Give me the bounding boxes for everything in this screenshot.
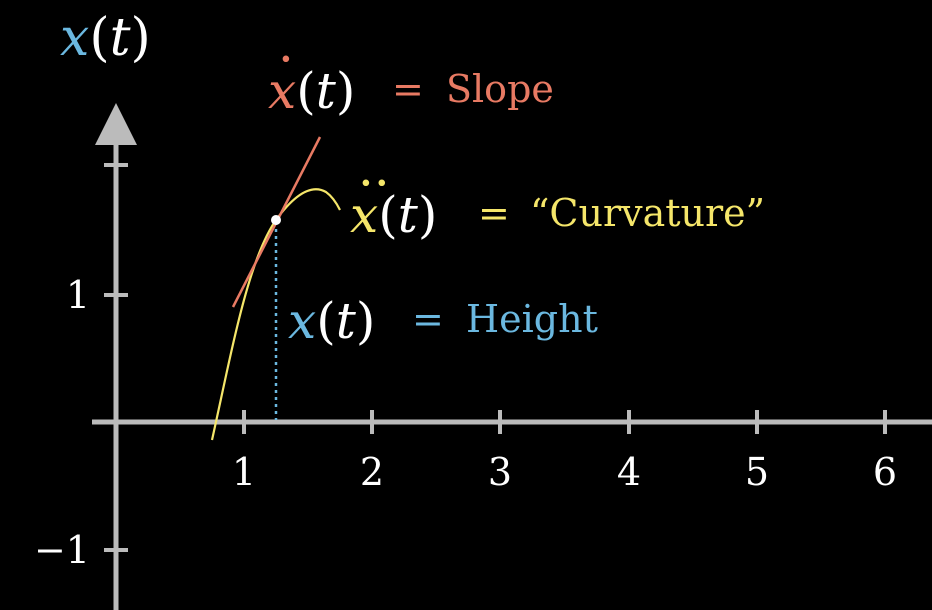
axis-label-paren-open: ( — [89, 8, 109, 68]
curvature-label-x: x — [350, 186, 378, 244]
height-label-equals: = — [412, 297, 444, 341]
slope-label-word: Slope — [446, 67, 554, 111]
height-label-x: x — [288, 292, 316, 350]
svg-text:x(t): x(t) — [268, 62, 355, 120]
x-tick-label-3: 3 — [488, 450, 512, 494]
y-tick-label-minus1: −1 — [34, 528, 90, 572]
x-tick-label-4: 4 — [617, 450, 641, 494]
svg-text:x(t): x(t) — [288, 292, 375, 350]
height-label-word: Height — [466, 297, 598, 341]
y-tick-label-1: 1 — [66, 273, 90, 317]
slope-label-paren-open: ( — [296, 62, 316, 120]
curvature-label-equals: = — [478, 191, 510, 235]
curvature-label-paren-open: ( — [378, 186, 398, 244]
curve-point — [271, 215, 281, 225]
x-tick-label-6: 6 — [873, 450, 897, 494]
x-tick-label-2: 2 — [360, 450, 384, 494]
axis-label-paren-close: ) — [131, 8, 151, 68]
slope-label-t: t — [316, 62, 337, 120]
slope-label-equals: = — [392, 67, 424, 111]
y-axis-arrowhead — [95, 103, 137, 145]
height-label-paren-close: ) — [356, 292, 376, 350]
height-label: x(t) = Height — [288, 292, 598, 350]
curvature-label-paren-close: ) — [418, 186, 438, 244]
curvature-dots: ·· — [358, 154, 390, 212]
svg-text:x(t): x(t) — [60, 8, 151, 68]
height-label-t: t — [336, 292, 357, 350]
axis-label-x: x — [60, 8, 89, 68]
slope-label: · x(t) = Slope — [268, 30, 554, 120]
height-label-paren-open: ( — [316, 292, 336, 350]
curvature-label: ·· x(t) = “Curvature” — [350, 154, 765, 244]
svg-text:x(t): x(t) — [350, 186, 437, 244]
slope-label-x: x — [268, 62, 296, 120]
slope-dot: · — [278, 30, 294, 88]
slope-label-paren-close: ) — [336, 62, 356, 120]
axis-label-t: t — [110, 8, 131, 68]
x-tick-label-1: 1 — [232, 450, 256, 494]
x-tick-label-5: 5 — [745, 450, 769, 494]
x-ticks — [242, 410, 887, 434]
y-axis-label: x(t) — [60, 8, 151, 68]
curvature-label-word: “Curvature” — [530, 191, 765, 235]
curvature-label-t: t — [398, 186, 419, 244]
